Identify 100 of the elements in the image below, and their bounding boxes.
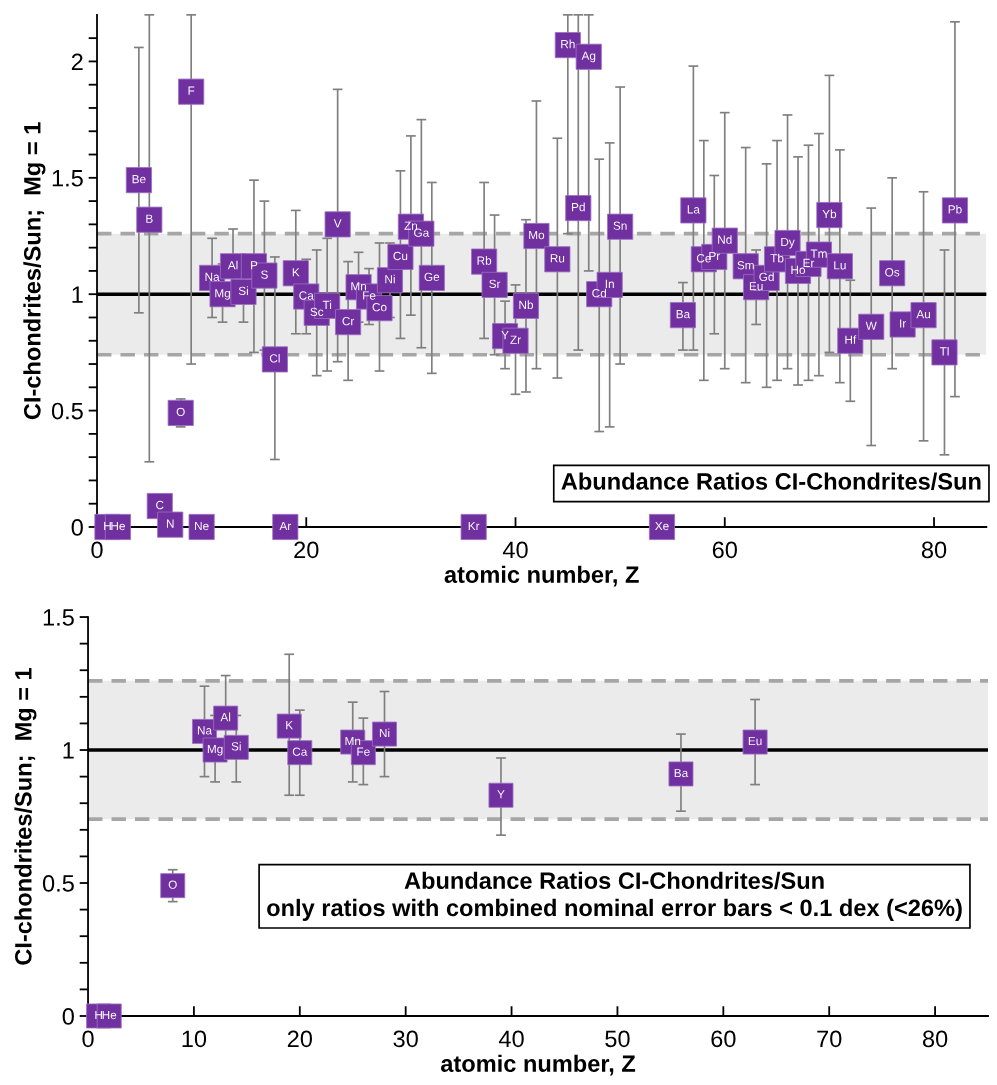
text: only ratios with combined nominal error bars < 0.1 dex (<26%) bbox=[267, 898, 962, 921]
annotation: V bbox=[333, 219, 342, 228]
annotation: Nb bbox=[519, 300, 534, 310]
annotation: Eu bbox=[748, 736, 762, 746]
annotation: Pr bbox=[709, 251, 721, 261]
annotation: K bbox=[286, 721, 294, 730]
x-tick-label: 70 bbox=[817, 1030, 842, 1048]
annotation: Ir bbox=[900, 319, 907, 328]
annotation: Sm bbox=[737, 261, 754, 270]
x-tick-label: 10 bbox=[182, 1030, 207, 1048]
annotation: He bbox=[102, 1010, 117, 1020]
annotation: Gd bbox=[759, 272, 774, 282]
annotation: Tb bbox=[770, 253, 784, 263]
annotation: Si bbox=[238, 286, 248, 296]
annotation: Ca bbox=[299, 291, 314, 300]
y-tick-label: 1.5 bbox=[43, 609, 74, 626]
annotation: Mg bbox=[207, 744, 223, 756]
annotation: Y bbox=[497, 790, 505, 799]
annotation: Mg bbox=[215, 289, 230, 300]
annotation: Ge bbox=[424, 272, 440, 282]
annotation: Pb bbox=[948, 204, 962, 214]
annotation: Ni bbox=[385, 274, 395, 284]
annotation: K bbox=[292, 268, 300, 277]
annotation: Ga bbox=[414, 228, 430, 237]
annotation: Os bbox=[885, 268, 900, 277]
annotation: Rh bbox=[561, 39, 575, 49]
y-tick-label: 0 bbox=[71, 519, 83, 536]
annotation: Dy bbox=[781, 237, 795, 249]
annotation: P bbox=[250, 261, 258, 270]
annotation: Pd bbox=[572, 202, 585, 212]
annotation: Si bbox=[231, 741, 241, 751]
x-tick-label: 80 bbox=[922, 1030, 948, 1048]
y-tick-label: 0.5 bbox=[42, 875, 74, 892]
annotation: Ba bbox=[674, 768, 689, 778]
annotation: C bbox=[156, 500, 164, 510]
annotation: H bbox=[95, 1010, 102, 1020]
annotation: Sn bbox=[613, 221, 627, 230]
x-tick-label: 40 bbox=[498, 1030, 524, 1048]
annotation: Sr bbox=[489, 279, 501, 289]
annotation: Na bbox=[197, 726, 213, 735]
annotation: O bbox=[168, 880, 177, 889]
x-tick-label: 60 bbox=[711, 1030, 736, 1048]
annotation: Ce bbox=[696, 254, 711, 263]
annotation: Cr bbox=[342, 316, 355, 326]
x-tick-label: 20 bbox=[287, 1030, 313, 1048]
annotation: Au bbox=[916, 310, 930, 319]
annotation: In bbox=[605, 279, 614, 288]
annotation: Tl bbox=[939, 346, 949, 356]
annotation: Ni bbox=[379, 728, 390, 738]
y-axis-title: CI-chondrites/Sun; Mg = 1 bbox=[14, 667, 37, 965]
annotation: Mo bbox=[529, 230, 545, 240]
text: Abundance Ratios CI-Chondrites/Sun bbox=[561, 472, 981, 491]
x-axis-title: atomic number, Z bbox=[440, 1054, 636, 1076]
annotation: Ar bbox=[279, 521, 292, 531]
x-tick-label: 60 bbox=[712, 541, 737, 559]
annotation: Ba bbox=[676, 310, 691, 319]
x-tick-label: 30 bbox=[393, 1030, 418, 1048]
annotation: Cd bbox=[592, 288, 606, 298]
annotation: Ru bbox=[550, 254, 565, 263]
annotation: B bbox=[146, 214, 153, 223]
x-axis-title: atomic number, Z bbox=[444, 565, 639, 587]
text: Abundance Ratios CI-Chondrites/Sun bbox=[404, 871, 824, 890]
annotation: He bbox=[111, 521, 125, 531]
annotation: Cu bbox=[393, 251, 408, 261]
annotation: Cl bbox=[269, 353, 280, 363]
annotation: Sc bbox=[310, 307, 324, 316]
annotation: Kr bbox=[468, 521, 480, 531]
annotation: Co bbox=[372, 302, 387, 312]
annotation: Er bbox=[803, 258, 815, 267]
annotation: S bbox=[261, 270, 268, 279]
annotation: Hf bbox=[845, 335, 857, 344]
annotation: Lu bbox=[834, 261, 846, 270]
annotation: Zn bbox=[404, 221, 418, 230]
annotation: Mn bbox=[345, 736, 361, 746]
annotation: N bbox=[166, 519, 174, 528]
x-tick-label: 0 bbox=[82, 1030, 94, 1048]
x-tick-label: 50 bbox=[605, 1030, 630, 1048]
annotation: Al bbox=[227, 260, 238, 270]
annotation: Mn bbox=[351, 282, 367, 291]
y-tick-label: 1.5 bbox=[52, 170, 83, 187]
annotation: Zr bbox=[510, 335, 521, 344]
annotation: Fe bbox=[357, 747, 370, 756]
annotation: O bbox=[176, 407, 185, 417]
annotation: F bbox=[188, 86, 195, 95]
x-tick-label: 20 bbox=[294, 541, 319, 559]
annotation: Nd bbox=[718, 235, 732, 244]
annotation: Ti bbox=[322, 300, 332, 309]
annotation: Ag bbox=[581, 51, 596, 63]
annotation: H bbox=[104, 521, 111, 531]
annotation: Rb bbox=[477, 256, 492, 265]
annotation: Ca bbox=[292, 747, 308, 756]
annotation: Eu bbox=[749, 282, 763, 291]
annotation: Xe bbox=[655, 521, 669, 531]
annotation: Ne bbox=[195, 521, 209, 531]
x-tick-label: 80 bbox=[921, 541, 947, 559]
y-tick-label: 2 bbox=[71, 53, 83, 70]
y-axis-title: CI-chondrites/Sun; Mg = 1 bbox=[23, 122, 46, 420]
annotation: Be bbox=[132, 175, 146, 184]
y-tick-label: 0 bbox=[62, 1008, 74, 1025]
y-tick-label: 1 bbox=[72, 286, 83, 303]
